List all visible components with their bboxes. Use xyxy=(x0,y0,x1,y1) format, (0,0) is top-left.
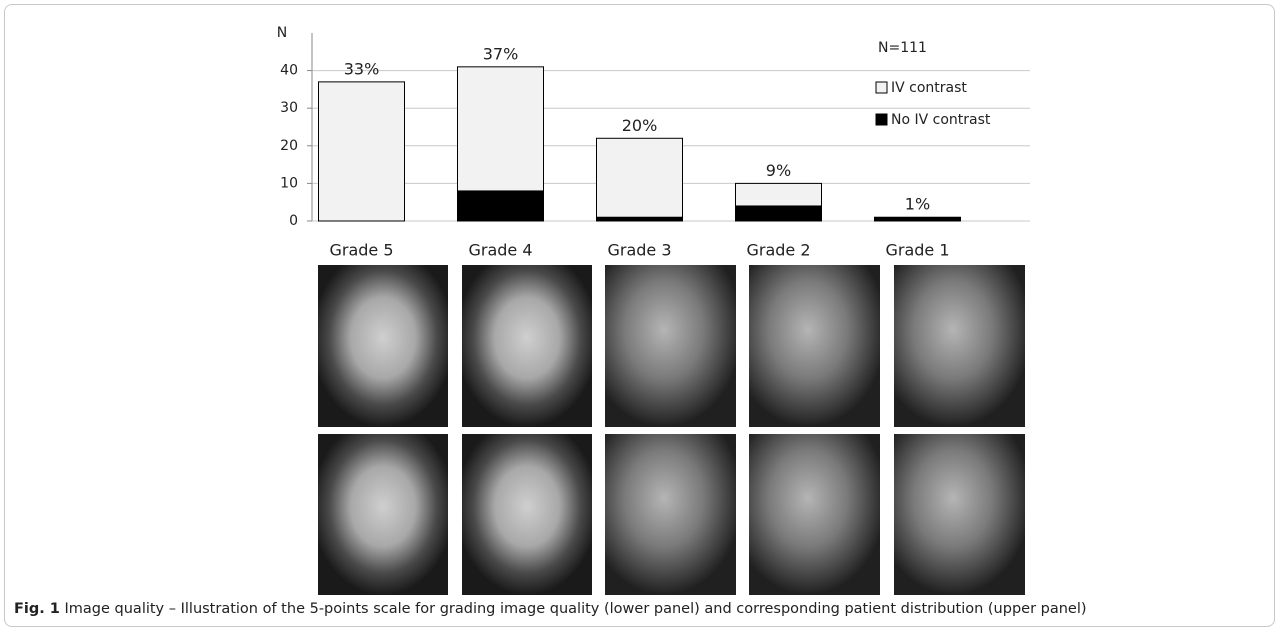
legend-label: IV contrast xyxy=(891,80,967,96)
legend-swatch xyxy=(876,82,887,93)
mri-image xyxy=(318,265,448,427)
y-axis-label: N xyxy=(277,25,287,41)
legend-swatch xyxy=(876,114,887,125)
bar-segment xyxy=(875,217,961,221)
bar-segment xyxy=(597,138,683,217)
y-tick-label: 10 xyxy=(280,175,298,191)
x-tick-label: Grade 4 xyxy=(468,241,532,260)
percent-label: 37% xyxy=(483,44,519,63)
image-panel xyxy=(318,265,1025,595)
mri-image xyxy=(749,434,880,595)
mri-image xyxy=(605,265,736,427)
y-tick-label: 30 xyxy=(280,100,298,116)
bar-segment xyxy=(458,191,544,221)
caption-text: Image quality – Illustration of the 5-po… xyxy=(65,601,1087,617)
bar-segment xyxy=(458,67,544,191)
page: {"chart_data": {"type": "stacked-bar", "… xyxy=(0,0,1281,633)
x-tick-label: Grade 3 xyxy=(607,241,671,260)
percent-label: 1% xyxy=(905,195,930,214)
mri-image xyxy=(318,434,448,595)
legend-label: No IV contrast xyxy=(891,112,991,128)
y-tick-label: 0 xyxy=(289,213,298,229)
annotation: N=111 xyxy=(878,40,927,56)
y-tick-label: 20 xyxy=(280,138,298,154)
percent-label: 9% xyxy=(766,161,791,180)
bar-segment xyxy=(319,82,405,221)
caption-label: Fig. 1 xyxy=(14,601,60,617)
bar-segment xyxy=(597,217,683,221)
mri-image xyxy=(894,265,1025,427)
caption: Fig. 1 Image quality – Illustration of t… xyxy=(14,601,1087,617)
bar-segment xyxy=(736,183,822,206)
y-tick-label: 40 xyxy=(280,63,298,79)
mri-image xyxy=(462,265,592,427)
x-tick-label: Grade 2 xyxy=(746,241,810,260)
mri-image xyxy=(749,265,880,427)
percent-label: 20% xyxy=(622,116,658,135)
chart: N N=111 0 10 20 30 40 Grade 5 33% Grade 4 37% Gra… xyxy=(0,0,1281,600)
percent-label: 33% xyxy=(344,59,380,78)
mri-image xyxy=(605,434,736,595)
x-tick-label: Grade 1 xyxy=(885,241,949,260)
mri-image xyxy=(462,434,592,595)
x-tick-label: Grade 5 xyxy=(329,241,393,260)
bar-segment xyxy=(736,206,822,221)
mri-image xyxy=(894,434,1025,595)
